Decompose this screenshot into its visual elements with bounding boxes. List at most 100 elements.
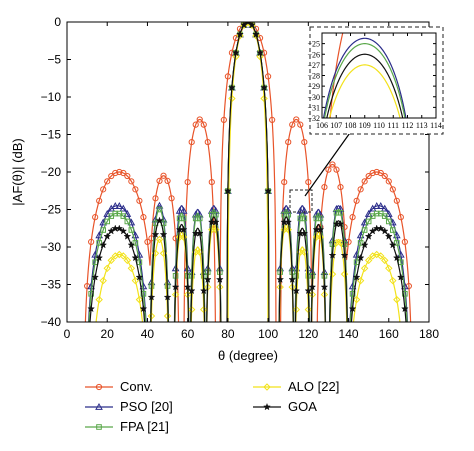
marker-conv <box>152 195 159 202</box>
marker-pso-20 <box>131 231 140 239</box>
marker-conv <box>116 168 123 176</box>
marker-goa <box>95 253 104 262</box>
marker-conv <box>128 178 135 185</box>
marker-goa <box>248 22 256 29</box>
marker-goa <box>320 282 329 291</box>
marker-fpa-21 <box>112 210 119 217</box>
x-tick-label: 100 <box>258 327 278 341</box>
legend-swatch <box>253 383 281 391</box>
marker-conv <box>385 178 392 185</box>
inset-line-conv <box>329 33 344 118</box>
marker-fpa-21 <box>213 211 219 218</box>
marker-conv <box>349 214 356 221</box>
marker-goa <box>340 251 349 259</box>
inset-y-tick-label: −27 <box>307 61 320 70</box>
y-tick-label: −20 <box>41 165 62 179</box>
marker-conv <box>389 186 396 193</box>
marker-pso-20 <box>392 231 401 239</box>
marker-alo-22 <box>381 256 389 265</box>
marker-alo-22 <box>115 250 123 259</box>
marker-conv <box>188 138 195 146</box>
y-axis-label: |AF(θ)| (dB) <box>10 138 25 205</box>
legend-swatch <box>85 424 113 430</box>
legend-marker <box>96 424 102 430</box>
inset-y-tick-label: −28 <box>307 72 320 81</box>
marker-conv <box>168 195 175 202</box>
x-axis-label: θ (degree) <box>218 348 278 363</box>
marker-fpa-21 <box>88 291 94 297</box>
x-tick-label: 80 <box>221 327 235 341</box>
marker-conv <box>124 172 131 180</box>
y-axis-ticks: 0 −5 −10 −15 −20 −25 −30 −35 −40 <box>41 15 429 329</box>
marker-alo-22 <box>352 295 361 304</box>
marker-goa <box>316 225 325 234</box>
series-line-alo-22 <box>95 22 401 322</box>
legend-label: PSO [20] <box>120 399 173 414</box>
marker-fpa-21 <box>365 218 372 225</box>
marker-alo-22 <box>284 225 292 234</box>
inset-x-ticks: 106 107 108 109 110 111 112 113 114 <box>316 33 442 130</box>
inset-series-pso-20 <box>322 37 407 118</box>
marker-fpa-21 <box>100 227 107 233</box>
legend-label: Conv. <box>120 379 153 394</box>
marker-alo-22 <box>252 32 260 40</box>
inset-y-tick-label: −25 <box>307 40 320 49</box>
marker-alo-22 <box>377 252 385 260</box>
marker-conv <box>200 121 207 128</box>
marker-goa <box>400 304 409 313</box>
x-axis-ticks: 0 20 40 60 80 100 120 140 160 180 <box>64 22 439 341</box>
marker-fpa-21 <box>209 211 215 218</box>
marker-conv <box>88 238 95 245</box>
inset-y-tick-label: −29 <box>307 82 320 91</box>
marker-conv <box>104 178 111 185</box>
marker-alo-22 <box>99 276 107 285</box>
inset-y-tick-label: −26 <box>307 50 320 59</box>
marker-pso-20 <box>376 202 385 209</box>
marker-goa <box>211 218 220 226</box>
marker-goa <box>236 30 244 38</box>
marker-goa <box>336 219 345 228</box>
marker-alo-22 <box>389 276 397 285</box>
marker-conv <box>265 73 272 80</box>
marker-fpa-21 <box>281 211 287 218</box>
marker-pso-20 <box>380 204 389 212</box>
inset-line-goa <box>326 53 404 118</box>
marker-pso-20 <box>111 202 120 209</box>
marker-goa <box>232 48 240 57</box>
marker-conv <box>373 168 380 176</box>
y-tick-label: 0 <box>54 15 61 29</box>
marker-alo-22 <box>123 256 132 265</box>
series-goa <box>87 22 409 322</box>
marker-fpa-21 <box>361 227 368 233</box>
marker-conv <box>369 169 376 177</box>
marker-alo-22 <box>373 250 381 259</box>
series-line-pso-20 <box>87 22 409 322</box>
x-tick-label: 180 <box>419 327 439 341</box>
marker-goa <box>284 218 293 226</box>
marker-alo-22 <box>260 94 268 103</box>
marker-conv <box>337 183 344 191</box>
marker-fpa-21 <box>313 215 320 222</box>
marker-fpa-21 <box>385 218 392 225</box>
marker-fpa-21 <box>381 213 388 219</box>
marker-goa <box>223 186 232 195</box>
marker-fpa-21 <box>301 215 308 222</box>
marker-pso-20 <box>179 206 188 214</box>
marker-goa <box>352 273 361 281</box>
marker-goa <box>264 186 273 195</box>
marker-goa <box>396 273 405 281</box>
inset-chart: 106 107 108 109 110 111 112 113 114 −25−26 −27 −28… <box>307 26 444 135</box>
y-tick-label: −40 <box>41 315 62 329</box>
marker-goa <box>392 253 401 262</box>
marker-goa <box>364 232 373 240</box>
marker-conv <box>204 138 211 146</box>
marker-conv <box>100 186 107 193</box>
marker-alo-22 <box>212 225 220 234</box>
marker-fpa-21 <box>104 218 111 225</box>
marker-fpa-21 <box>398 259 404 266</box>
inset-line-fpa-21 <box>323 43 406 118</box>
inset-series-fpa-21 <box>323 43 406 118</box>
inset-y-tick-label: −32 <box>307 114 320 123</box>
marker-fpa-21 <box>140 291 147 297</box>
x-tick-label: 160 <box>379 327 399 341</box>
